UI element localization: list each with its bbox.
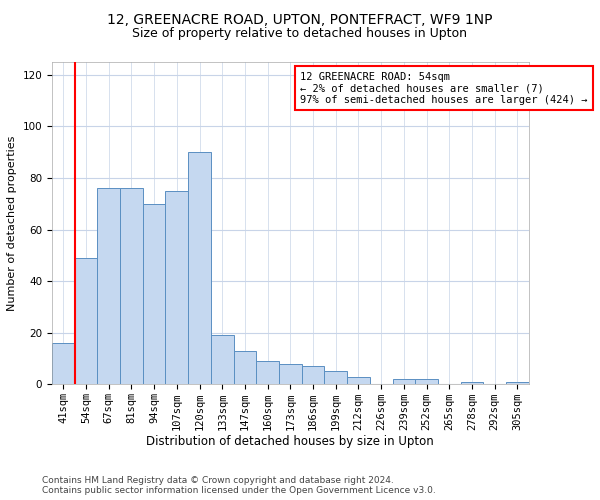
- Bar: [120, 188, 143, 384]
- Bar: [279, 364, 302, 384]
- Bar: [52, 343, 74, 384]
- Bar: [506, 382, 529, 384]
- Bar: [74, 258, 97, 384]
- Bar: [392, 379, 415, 384]
- X-axis label: Distribution of detached houses by size in Upton: Distribution of detached houses by size …: [146, 435, 434, 448]
- Bar: [166, 191, 188, 384]
- Y-axis label: Number of detached properties: Number of detached properties: [7, 136, 17, 311]
- Text: Contains public sector information licensed under the Open Government Licence v3: Contains public sector information licen…: [42, 486, 436, 495]
- Bar: [415, 379, 438, 384]
- Bar: [256, 361, 279, 384]
- Bar: [302, 366, 325, 384]
- Bar: [188, 152, 211, 384]
- Bar: [143, 204, 166, 384]
- Bar: [325, 372, 347, 384]
- Bar: [347, 376, 370, 384]
- Bar: [233, 351, 256, 384]
- Bar: [97, 188, 120, 384]
- Text: 12 GREENACRE ROAD: 54sqm
← 2% of detached houses are smaller (7)
97% of semi-det: 12 GREENACRE ROAD: 54sqm ← 2% of detache…: [300, 72, 587, 105]
- Text: Contains HM Land Registry data © Crown copyright and database right 2024.: Contains HM Land Registry data © Crown c…: [42, 476, 394, 485]
- Text: Size of property relative to detached houses in Upton: Size of property relative to detached ho…: [133, 28, 467, 40]
- Bar: [461, 382, 484, 384]
- Bar: [211, 336, 233, 384]
- Text: 12, GREENACRE ROAD, UPTON, PONTEFRACT, WF9 1NP: 12, GREENACRE ROAD, UPTON, PONTEFRACT, W…: [107, 12, 493, 26]
